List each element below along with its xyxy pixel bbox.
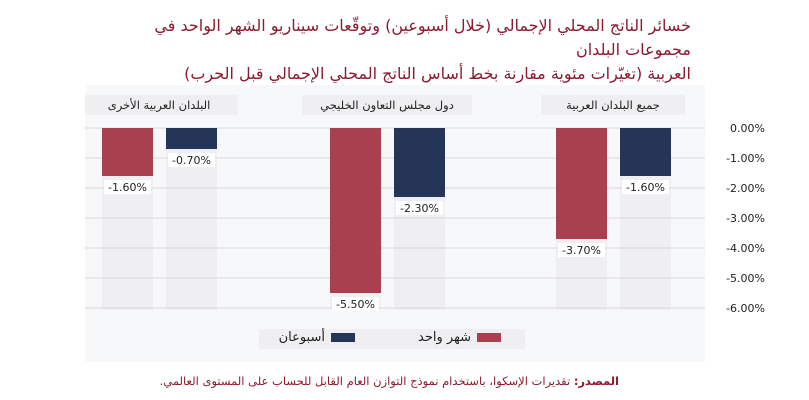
- bar: [394, 128, 445, 197]
- category-label: البلدان العربية الأخرى: [108, 98, 211, 113]
- data-label: -3.70%: [562, 244, 601, 257]
- data-label: -1.60%: [626, 181, 665, 194]
- bar: [556, 128, 607, 239]
- data-label-bg: [168, 153, 215, 167]
- legend-item-one-month: شهر واحد: [418, 330, 501, 345]
- data-label-bg: [396, 201, 443, 215]
- bar: [620, 128, 671, 176]
- category-label-bg: [302, 95, 472, 115]
- y-tick-label: -6.00%: [726, 302, 765, 315]
- chart-panel: 0.00% -1.00% -2.00% -3.00% -4.00% -5.00% -6.00…: [85, 85, 765, 362]
- bar: [166, 128, 217, 149]
- legend-swatch: [331, 333, 355, 342]
- source-note: المصدر: تقديرات الإسكوا، باستخدام نموذج …: [160, 374, 619, 388]
- title-line-1: خسائر الناتج المحلي الإجمالي (خلال أسبوع…: [154, 16, 691, 59]
- bar: [102, 128, 153, 176]
- legend-swatch: [477, 333, 501, 342]
- data-label: -2.30%: [400, 202, 439, 215]
- y-tick-label: -1.00%: [726, 152, 765, 165]
- title-line-2: العربية (تغيّرات مئوية مقارنة بخط أساس ا…: [184, 64, 691, 83]
- legend: شهر واحد أسبوعان: [259, 329, 525, 349]
- bar: [330, 128, 381, 293]
- data-label-bg: [104, 180, 151, 194]
- chart-title: خسائر الناتج المحلي الإجمالي (خلال أسبوع…: [91, 14, 691, 86]
- y-tick-label: -5.00%: [726, 272, 765, 285]
- data-label-bg: [558, 243, 605, 257]
- legend-label: أسبوعان: [278, 330, 325, 345]
- legend-item-two-weeks: أسبوعان: [279, 330, 355, 345]
- y-tick-label: 0.00%: [730, 122, 765, 135]
- category-label-bg: [85, 95, 238, 115]
- category-label: دول مجلس التعاون الخليجي: [320, 98, 454, 113]
- data-label-bg: [332, 297, 379, 311]
- data-label: -5.50%: [336, 298, 375, 311]
- category-label-bg: [541, 95, 685, 115]
- y-tick-label: -4.00%: [726, 242, 765, 255]
- y-tick-label: -3.00%: [726, 212, 765, 225]
- legend-label: شهر واحد: [418, 330, 471, 345]
- source-text: تقديرات الإسكوا، باستخدام نموذج التوازن …: [159, 374, 574, 388]
- bar-chart: 0.00% -1.00% -2.00% -3.00% -4.00% -5.00% -6.00…: [85, 95, 765, 315]
- data-label: -0.70%: [172, 154, 211, 167]
- y-tick-label: -2.00%: [726, 182, 765, 195]
- source-label: المصدر:: [573, 374, 619, 388]
- data-label-bg: [622, 180, 669, 194]
- data-label: -1.60%: [108, 181, 147, 194]
- category-label: جميع البلدان العربية: [566, 98, 660, 113]
